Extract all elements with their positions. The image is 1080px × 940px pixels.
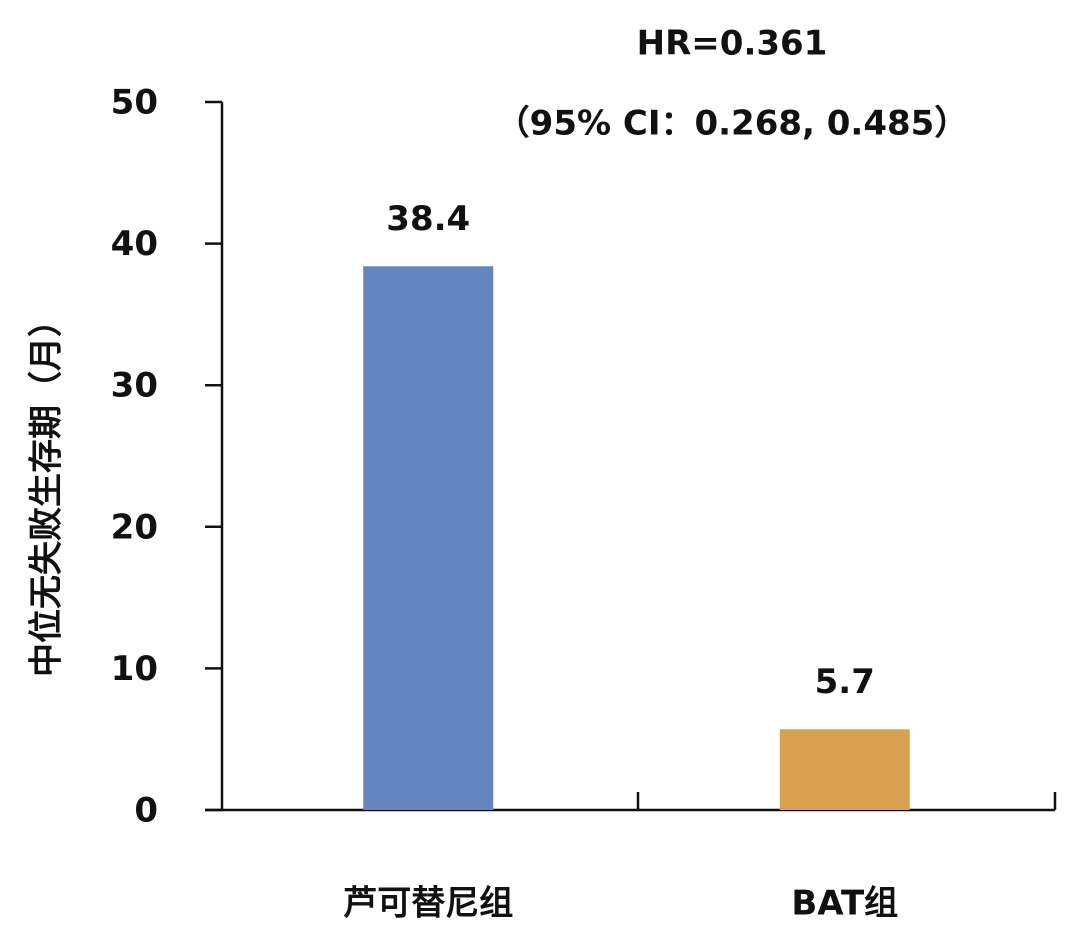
bar [363, 266, 494, 811]
y-tick-label: 20 [111, 507, 158, 547]
y-tick-label: 10 [111, 649, 158, 689]
bar [779, 729, 910, 810]
x-tick-label: BAT组 [791, 884, 898, 924]
annotation: HR=0.361 [637, 24, 828, 64]
x-tick-label: 芦可替尼组 [343, 884, 513, 924]
y-tick-label: 30 [111, 366, 158, 406]
y-axis-label: 中位无失败生存期（月） [27, 303, 67, 677]
annotation: （95% CI：0.268, 0.485） [496, 104, 969, 144]
data-label: 38.4 [386, 199, 470, 239]
y-tick-label: 50 [111, 83, 158, 123]
y-tick-label: 0 [134, 791, 158, 831]
y-tick-label: 40 [111, 224, 158, 264]
data-label: 5.7 [815, 662, 875, 702]
